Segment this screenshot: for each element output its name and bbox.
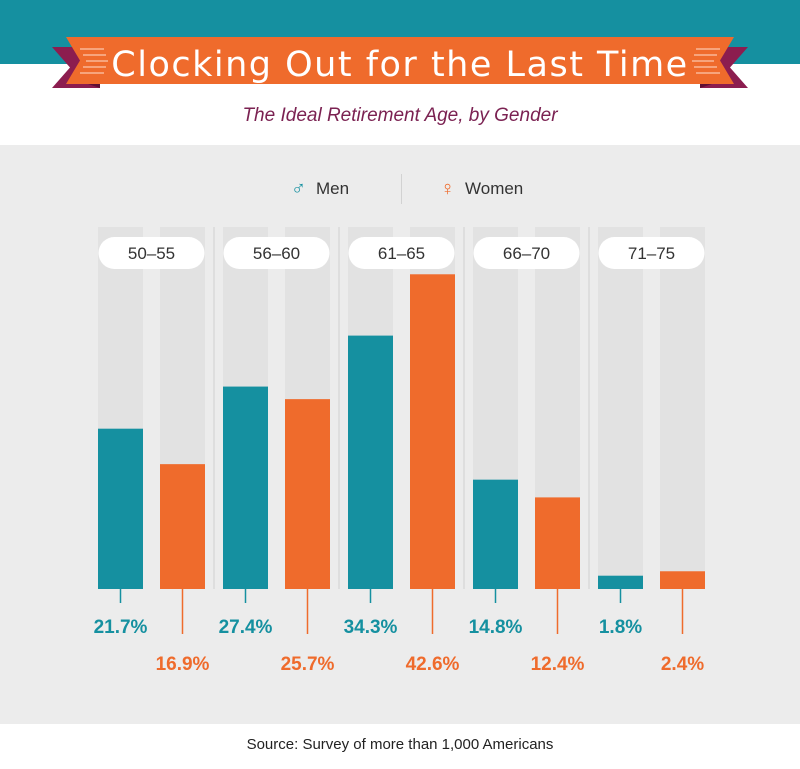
category-pill (348, 237, 455, 269)
category-label: 56–60 (253, 244, 300, 263)
category-pill (223, 237, 330, 269)
bar-women-61-65 (410, 274, 455, 589)
data-label: 21.7% (94, 617, 148, 638)
bar-men-71-75 (598, 575, 643, 589)
female-icon: ♀ (440, 177, 455, 200)
bar-women-50-55 (160, 464, 205, 589)
ribbon-stripes-right (692, 48, 720, 74)
ribbon-banner (66, 37, 734, 84)
male-icon: ♂ (291, 177, 306, 200)
bar-men-61-65 (348, 335, 393, 589)
data-label: 42.6% (406, 654, 460, 675)
data-label: 27.4% (219, 617, 273, 638)
ribbon-right-fold (700, 84, 712, 88)
category-label: 66–70 (503, 244, 550, 263)
data-label: 12.4% (531, 654, 585, 675)
data-label: 25.7% (281, 654, 335, 675)
ribbon-stripes-left (80, 48, 108, 74)
category-label: 61–65 (378, 244, 425, 263)
data-label: 1.8% (599, 617, 642, 638)
bar-men-66-70 (473, 479, 518, 589)
bar-track (598, 227, 643, 589)
category-label: 50–55 (128, 244, 175, 263)
data-label: 16.9% (156, 654, 210, 675)
legend-label-men: Men (316, 179, 350, 198)
data-label: 34.3% (344, 617, 398, 638)
legend-label-women: Women (465, 179, 524, 198)
category-pill (473, 237, 580, 269)
category-label: 71–75 (628, 244, 675, 263)
data-label: 14.8% (469, 617, 523, 638)
category-pill (598, 237, 705, 269)
source-note: Source: Survey of more than 1,000 Americ… (246, 736, 554, 753)
bar-track (660, 227, 705, 589)
bar-men-50-55 (98, 428, 143, 589)
ribbon-left-fold (88, 84, 100, 88)
chart-subtitle: The Ideal Retirement Age, by Gender (242, 105, 558, 126)
bar-women-66-70 (535, 497, 580, 589)
legend-item-men: ♂ Men (291, 175, 349, 203)
bar-women-56-60 (285, 399, 330, 589)
data-label: 2.4% (661, 654, 704, 675)
bar-men-56-60 (223, 386, 268, 589)
bar-women-71-75 (660, 571, 705, 589)
category-pill (98, 237, 205, 269)
title-ribbon (52, 37, 748, 88)
legend-divider (401, 174, 402, 204)
legend-item-women: ♀ Women (440, 175, 523, 203)
chart-title: Clocking Out for the Last Time (111, 45, 689, 85)
